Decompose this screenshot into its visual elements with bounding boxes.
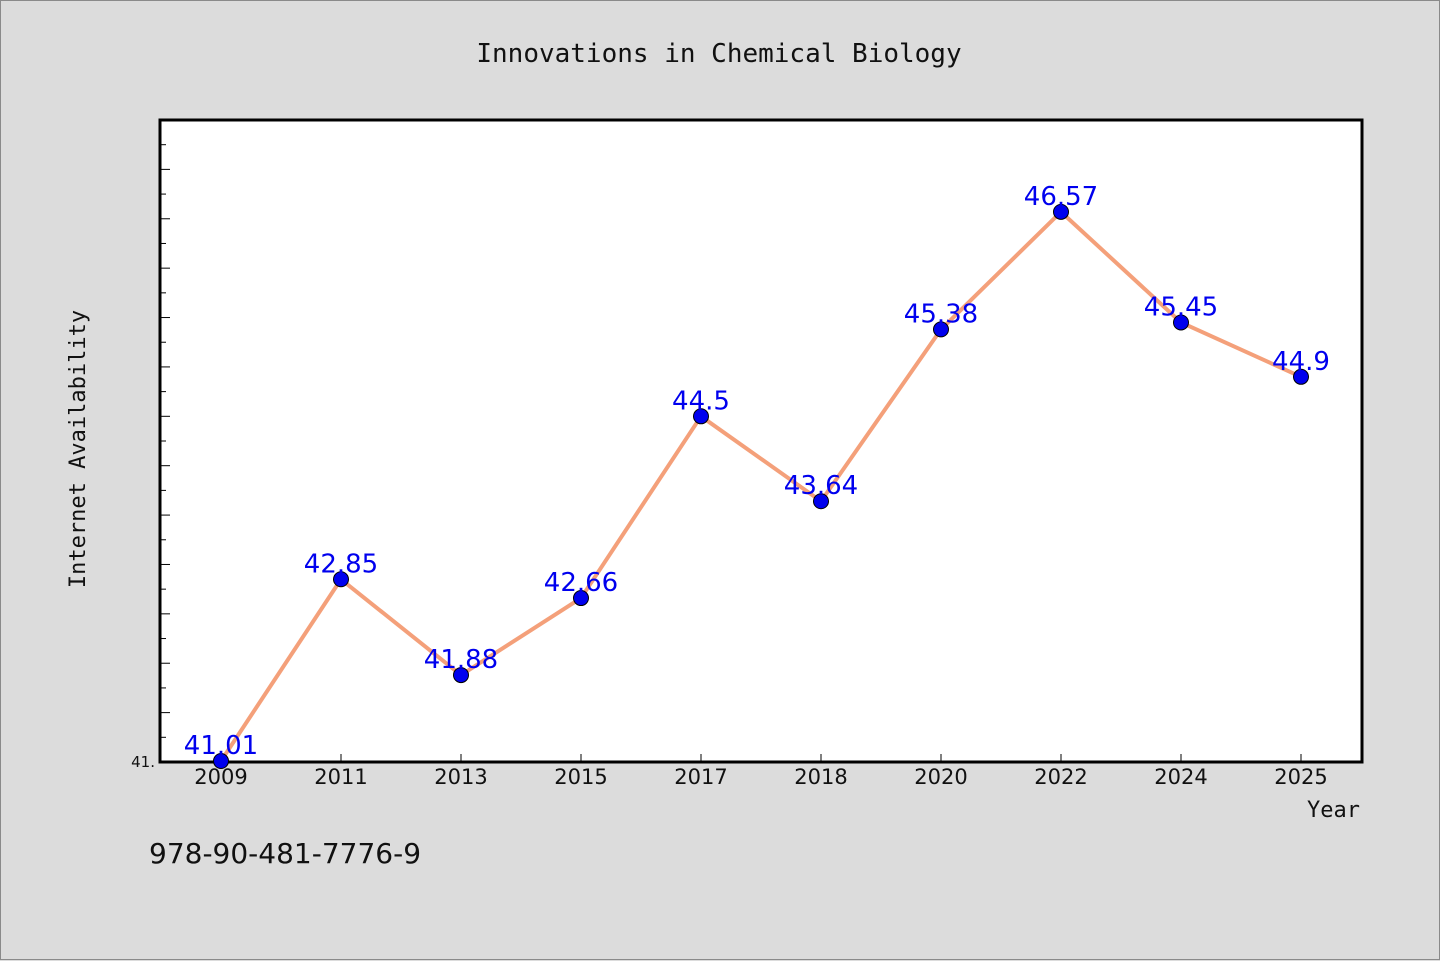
- data-label: 42.85: [304, 549, 378, 579]
- x-tick-label: 2024: [1154, 765, 1207, 789]
- data-label: 43.64: [784, 471, 858, 501]
- x-axis-ticks: 2009 2011 2013 2015 2017 2018 2020 2022 2024 2025: [194, 754, 1328, 789]
- data-label: 45.45: [1144, 292, 1218, 322]
- data-point: [813, 493, 829, 510]
- data-point: [333, 571, 349, 588]
- data-point: [693, 408, 709, 425]
- data-point: [213, 753, 229, 770]
- y-axis-label: Internet Availability: [66, 310, 91, 588]
- x-tick-label: 2022: [1034, 765, 1087, 789]
- data-point: [1293, 368, 1309, 385]
- data-point: [573, 590, 589, 607]
- x-tick-label: 2020: [914, 765, 967, 789]
- data-point: [453, 667, 469, 684]
- data-label: 41.01: [184, 731, 258, 761]
- data-point: [1173, 314, 1189, 331]
- x-tick-label: 2011: [314, 765, 367, 789]
- x-axis-label: Year: [1307, 798, 1360, 823]
- data-point: [933, 321, 949, 338]
- x-tick-label: 2025: [1274, 765, 1327, 789]
- data-label: 42.66: [544, 568, 618, 598]
- plot-area: [158, 118, 1364, 764]
- data-label: 46.57: [1024, 182, 1098, 212]
- x-tick-label: 2018: [794, 765, 847, 789]
- x-tick-label: 2017: [674, 765, 727, 789]
- data-point: [1053, 203, 1069, 220]
- series-group: 41.01 42.85 41.88 42.66 44.5 43.64 45.38 46.57 4…: [184, 182, 1330, 770]
- x-tick-label: 2015: [554, 765, 607, 789]
- isbn-annotation: 978-90-481-7776-9: [149, 837, 421, 870]
- series-line: [219, 209, 1303, 764]
- chart-title: Innovations in Chemical Biology: [476, 39, 961, 69]
- data-label: 44.5: [672, 386, 730, 416]
- data-label: 45.38: [904, 299, 978, 329]
- y-tick-label: 41.: [131, 753, 155, 771]
- x-tick-label: 2013: [434, 765, 487, 789]
- y-axis-ticks: [160, 144, 170, 763]
- data-label: 44.9: [1272, 347, 1330, 377]
- data-label: 41.88: [424, 645, 498, 675]
